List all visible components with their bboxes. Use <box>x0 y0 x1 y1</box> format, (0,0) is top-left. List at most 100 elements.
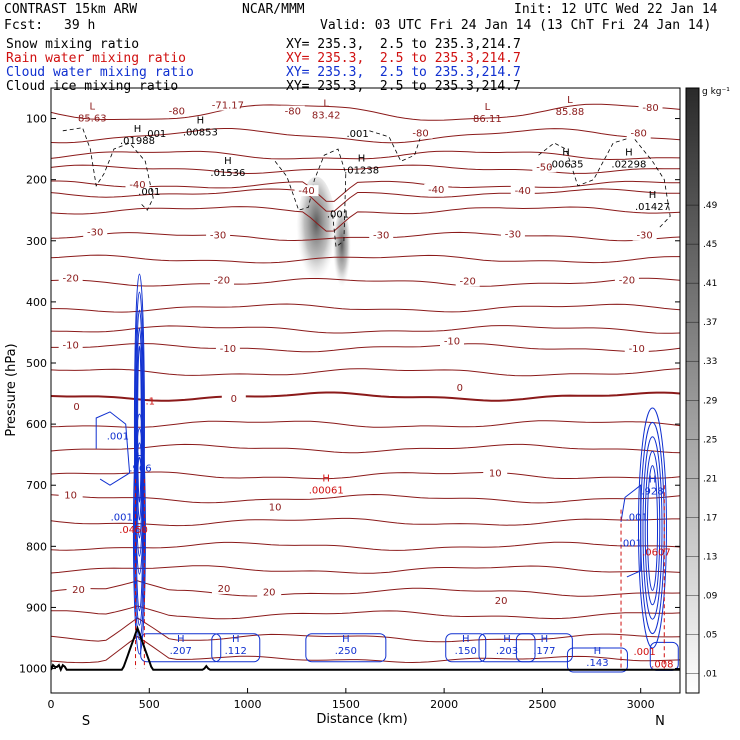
center-label: NCAR/MMM <box>242 2 305 17</box>
temperature-contour-label: -40 <box>428 185 444 196</box>
temperature-label-bg <box>257 586 282 598</box>
extremum-marker: H <box>137 452 145 463</box>
temperature-contour-label: -30 <box>505 230 521 241</box>
temperature-label-bg <box>215 342 240 354</box>
field-name-rain: Rain water mixing ratio <box>6 51 187 66</box>
temperature-contour-label: -30 <box>636 231 652 242</box>
y-tick-label: 700 <box>26 479 47 492</box>
y-tick-label: 200 <box>26 174 47 187</box>
x-tick-label: 0 <box>48 698 55 711</box>
temperature-label-bg <box>294 185 319 197</box>
temperature-label-bg <box>624 342 649 354</box>
extremum-value: .966 <box>129 464 151 475</box>
temperature-contour-label: -20 <box>62 274 78 285</box>
temperature-contour-label: 0 <box>231 394 237 405</box>
temperature-label-bg <box>439 335 464 347</box>
temperature-contour-label: 0 <box>73 402 79 413</box>
temperature-label-bg <box>632 229 657 241</box>
contour-value-label: .001 <box>107 431 129 442</box>
y-axis-label: Pressure (hPa) <box>4 343 19 436</box>
field-xy-cloud-water: XY= 235.3, 2.5 to 235.3,214.7 <box>286 65 521 80</box>
cloud-ice-shading <box>296 176 337 293</box>
extremum-marker: L <box>567 95 573 106</box>
extremum-marker: H <box>224 156 232 167</box>
temperature-label-bg <box>500 228 525 240</box>
x-tick-label: 1000 <box>234 698 262 711</box>
temperature-contour <box>51 303 680 313</box>
temperature-label-bg <box>83 226 108 238</box>
contour-value-label: .001 <box>633 647 655 658</box>
temperature-contour <box>51 128 680 144</box>
contour-value-label: .1 <box>145 397 155 408</box>
temperature-contour <box>51 617 680 643</box>
extremum-marker: L <box>323 98 329 109</box>
temperature-contour <box>51 391 680 402</box>
x-end-label-south: S <box>82 714 90 729</box>
temperature-contour <box>51 206 680 232</box>
cloud-water-contour <box>620 484 642 578</box>
contour-value-label: .0450 <box>119 525 148 536</box>
x-tick-label: 1500 <box>332 698 360 711</box>
temperature-contour <box>51 517 680 527</box>
field-name-snow: Snow mixing ratio <box>6 37 140 52</box>
temperature-contour-label: -80 <box>169 107 185 118</box>
temperature-contour <box>51 565 680 574</box>
cloud-water-column <box>137 345 142 503</box>
extremum-marker: H <box>503 634 511 645</box>
snow-contour <box>369 130 423 162</box>
extremum-marker: H <box>625 147 633 158</box>
temperature-label-bg <box>510 185 535 197</box>
extremum-marker: H <box>541 634 549 645</box>
temperature-contour-label: -20 <box>460 277 476 288</box>
temperature-label-bg <box>424 183 449 195</box>
cloud-water-column <box>640 421 665 635</box>
extremum-value: .02298 <box>611 159 646 170</box>
cloud-water-boundary-layer <box>305 633 387 663</box>
temperature-label-bg <box>164 105 189 117</box>
temperature-contour-label: 10 <box>269 503 282 514</box>
x-tick-label: 2500 <box>528 698 556 711</box>
temperature-label-bg <box>58 272 83 284</box>
colorbar-label: .21 <box>703 474 717 484</box>
temperature-contour-label: 20 <box>263 588 276 599</box>
colorbar-label: .33 <box>703 357 717 367</box>
terrain-line <box>51 625 680 673</box>
extremum-value: 85.63 <box>78 114 107 125</box>
y-tick-label: 800 <box>26 540 47 553</box>
temperature-contour <box>51 471 680 480</box>
cloud-water-column <box>646 465 659 591</box>
temperature-contour-label: 10 <box>64 490 77 501</box>
temperature-contour <box>51 254 680 264</box>
temperature-contour-label: -80 <box>285 107 301 118</box>
cloud-water-column <box>132 413 146 655</box>
extremum-value: .01988 <box>120 136 155 147</box>
temperature-contour-label: -30 <box>373 231 389 242</box>
y-tick-label: 600 <box>26 418 47 431</box>
extremum-value: .112 <box>225 646 247 657</box>
cloud-water-boundary-layer <box>478 633 536 663</box>
temperature-contour-label: -50 <box>536 162 552 173</box>
colorbar <box>685 87 700 694</box>
temperature-label-bg <box>408 127 433 139</box>
extremum-marker: H <box>562 147 570 158</box>
y-tick-label: 300 <box>26 235 47 248</box>
temperature-label-bg <box>64 400 89 412</box>
field-name-cloud-ice: Cloud ice mixing ratio <box>6 79 179 94</box>
cloud-water-boundary-layer <box>140 633 222 663</box>
extremum-marker: H <box>649 474 657 485</box>
extremum-marker: H <box>649 190 657 201</box>
temperature-contour <box>51 605 680 620</box>
temperature-contour <box>51 635 680 664</box>
temperature-label-bg <box>215 99 240 111</box>
contour-value-label: .001 <box>144 129 166 140</box>
temperature-contour <box>51 541 680 551</box>
temperature-label-bg <box>58 489 83 501</box>
model-title: CONTRAST 15km ARW <box>4 2 138 17</box>
temperature-contour-label: -30 <box>210 231 226 242</box>
y-tick-label: 400 <box>26 296 47 309</box>
temperature-label-bg <box>263 501 288 513</box>
colorbar-label: .05 <box>703 630 717 640</box>
cloud-water-column <box>134 291 145 557</box>
temperature-label-bg <box>483 467 508 479</box>
temperature-label-bg <box>125 179 150 190</box>
